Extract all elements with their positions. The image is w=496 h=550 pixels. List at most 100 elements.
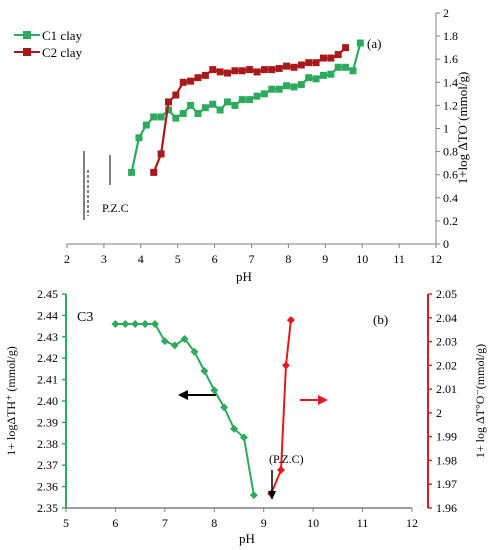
panel-a-point-s2 bbox=[319, 54, 327, 62]
panel-b-left-y-tick-label: 2.43 bbox=[37, 330, 58, 344]
panel-a-point-s2 bbox=[342, 44, 350, 52]
panel-a-y-tick-label: 0 bbox=[443, 237, 449, 251]
panel-b-point-left bbox=[121, 319, 130, 328]
panel-b-right-y-tick-label: 1.98 bbox=[436, 453, 457, 467]
panel-b-point-left bbox=[131, 319, 140, 328]
panel-b-right-y-tick-label: 1.97 bbox=[436, 477, 457, 491]
panel-b-x-tick-label: 7 bbox=[162, 516, 168, 530]
panel-a-point-s1 bbox=[150, 113, 158, 121]
panel-a-x-tick-label: 10 bbox=[356, 252, 368, 266]
panel-b-left-y-axis-label: 1+ logΔTH⁺ (mmol/g) bbox=[4, 346, 18, 455]
legend-item-c1: C1 clay bbox=[14, 28, 83, 43]
panel-b-left-y-tick-label: 2.37 bbox=[37, 458, 58, 472]
panel-a: 2 3 4 5 6 7 8 9 10 11 12 0 0.2 0.4 0.6 0.8 1 1.2 1.4 1.6 1.… bbox=[14, 6, 470, 284]
panel-b-x-ticks: 5 6 7 8 9 10 11 12 bbox=[63, 508, 418, 530]
panel-a-point-s2 bbox=[150, 168, 158, 176]
panel-a-x-axis-label: pH bbox=[236, 269, 252, 284]
panel-a-pzc-label: P.Z.C bbox=[102, 201, 129, 215]
panel-a-point-s2 bbox=[334, 51, 342, 59]
panel-a-x-tick-label: 3 bbox=[101, 252, 107, 266]
panel-b-x-tick-label: 11 bbox=[357, 516, 369, 530]
panel-a-point-s1 bbox=[172, 114, 180, 122]
panel-b-x-tick-label: 5 bbox=[63, 516, 69, 530]
panel-a-point-s1 bbox=[246, 96, 254, 104]
panel-b-point-right bbox=[286, 316, 295, 325]
panel-a-pzc-lines bbox=[83, 151, 111, 220]
panel-a-point-s1 bbox=[312, 75, 320, 83]
panel-a-point-s2 bbox=[327, 54, 335, 62]
panel-a-point-s2 bbox=[275, 64, 283, 72]
panel-a-point-s1 bbox=[164, 106, 172, 114]
panel-b-x-tick-label: 8 bbox=[211, 516, 217, 530]
panel-b-left-y-tick-label: 2.45 bbox=[37, 287, 58, 301]
panel-b-right-y-tick-label: 2.03 bbox=[436, 335, 457, 349]
panel-a-point-s2 bbox=[216, 68, 224, 76]
panel-a-point-s2 bbox=[246, 66, 254, 74]
panel-b-x-tick-label: 12 bbox=[406, 516, 418, 530]
panel-b-point-left bbox=[239, 433, 248, 442]
panel-b-left-y-tick-label: 2.39 bbox=[37, 415, 58, 429]
right-axis-arrow-head bbox=[318, 395, 328, 405]
panel-b-left-y-ticks: 2.35 2.36 2.37 2.38 2.39 2.40 2.41 2.42 2.43 2.44… bbox=[37, 287, 66, 515]
panel-b-series-line-right bbox=[270, 320, 292, 495]
panel-a-point-s1 bbox=[319, 71, 327, 79]
panel-b-point-left bbox=[230, 424, 239, 433]
panel-a-y-tick-label: 0.6 bbox=[443, 168, 458, 182]
panel-a-y-tick-label: 1.6 bbox=[443, 52, 458, 66]
panel-b-right-y-tick-label: 2.01 bbox=[436, 382, 457, 396]
panel-a-point-s1 bbox=[224, 98, 232, 106]
panel-a-point-s1 bbox=[201, 104, 209, 112]
panel-b-point-left bbox=[160, 337, 169, 346]
panel-b-right-y-tick-label: 2 bbox=[436, 406, 442, 420]
panel-a-x-tick-label: 8 bbox=[285, 252, 291, 266]
panel-a-point-s1 bbox=[334, 63, 342, 71]
panel-b-panel-label: C3 bbox=[77, 310, 93, 325]
panel-b-x-tick-label: 6 bbox=[112, 516, 118, 530]
panel-a-series bbox=[128, 39, 364, 176]
panel-a-y-tick-label: 0.8 bbox=[443, 145, 458, 159]
panel-a-point-s2 bbox=[238, 67, 246, 75]
panel-a-point-s2 bbox=[157, 150, 165, 158]
panel-a-point-s1 bbox=[216, 106, 224, 114]
panel-a-point-s1 bbox=[297, 81, 305, 89]
panel-a-point-s2 bbox=[253, 68, 261, 76]
panel-a-x-tick-label: 7 bbox=[249, 252, 255, 266]
panel-a-point-s2 bbox=[164, 98, 172, 106]
panel-a-point-s2 bbox=[187, 77, 195, 85]
panel-b-series bbox=[111, 316, 295, 500]
left-axis-arrow bbox=[178, 390, 216, 400]
panel-b-left-y-tick-label: 2.42 bbox=[37, 351, 58, 365]
panel-b-point-left bbox=[249, 491, 258, 500]
panel-b-point-left bbox=[150, 319, 159, 328]
panel-a-point-s1 bbox=[356, 39, 364, 47]
panel-a-x-tick-label: 6 bbox=[212, 252, 218, 266]
panel-b-pzc-label: (P.Z.C) bbox=[269, 452, 304, 466]
right-axis-arrow bbox=[300, 395, 328, 405]
panel-a-legend: C1 clay C2 clay bbox=[14, 28, 83, 60]
panel-a-point-s2 bbox=[305, 59, 313, 67]
pzc-down-arrow bbox=[268, 470, 276, 500]
panel-a-point-s1 bbox=[290, 83, 298, 91]
panel-b-point-left bbox=[180, 334, 189, 343]
panel-a-point-s1 bbox=[142, 121, 150, 129]
panel-a-y-tick-label: 2 bbox=[443, 6, 449, 20]
panel-b-left-y-tick-label: 2.44 bbox=[37, 308, 58, 322]
legend-item-c2: C2 clay bbox=[14, 45, 83, 60]
panel-a-y-tick-label: 0.2 bbox=[443, 214, 458, 228]
panel-a-point-s2 bbox=[201, 71, 209, 79]
panel-a-y-axis-label: 1+log ΔTO˙(mmol/g) bbox=[455, 72, 470, 185]
panel-b-left-y-tick-label: 2.41 bbox=[37, 373, 58, 387]
panel-b-left-y-tick-label: 2.36 bbox=[37, 480, 58, 494]
panel-b-point-left bbox=[190, 347, 199, 356]
panel-a-point-s2 bbox=[209, 66, 217, 74]
panel-b-right-y-tick-label: 1.99 bbox=[436, 430, 457, 444]
panel-b-series-line-left bbox=[115, 322, 255, 496]
panel-b-x-tick-label: 9 bbox=[261, 516, 267, 530]
panel-a-x-tick-label: 9 bbox=[322, 252, 328, 266]
panel-a-point-s1 bbox=[128, 168, 136, 176]
panel-a-point-s1 bbox=[135, 134, 143, 142]
panel-b-point-left bbox=[111, 319, 120, 328]
panel-a-point-s1 bbox=[342, 63, 350, 71]
panel-a-annotation: (a) bbox=[367, 36, 381, 51]
panel-b-left-y-tick-label: 2.35 bbox=[37, 501, 58, 515]
